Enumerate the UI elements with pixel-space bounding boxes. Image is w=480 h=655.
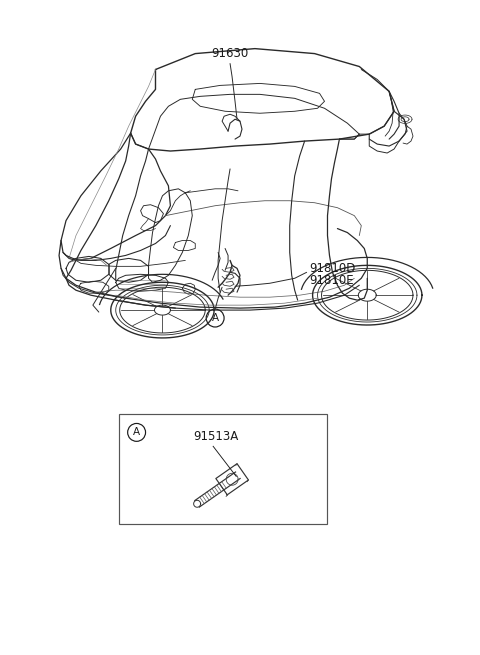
Text: 91810D: 91810D [310,262,356,275]
Text: 91630: 91630 [211,47,249,60]
Bar [119,415,327,524]
Text: A: A [212,313,219,323]
Text: 91513A: 91513A [193,430,239,443]
Text: A: A [133,428,140,438]
Text: 91810E: 91810E [310,274,354,287]
